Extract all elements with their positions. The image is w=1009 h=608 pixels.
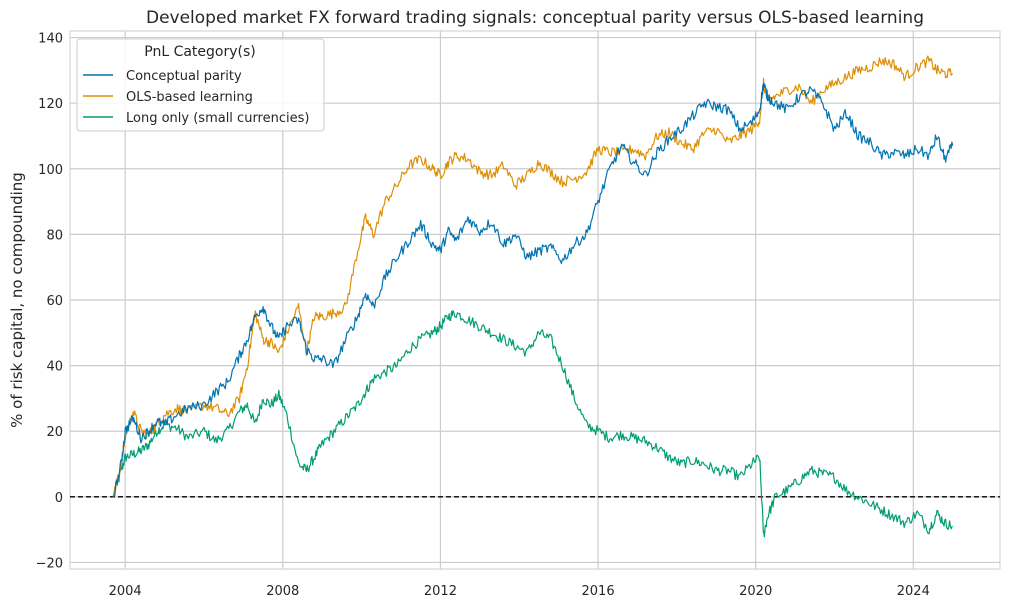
x-tick-label: 2004: [109, 584, 142, 599]
x-tick-label: 2008: [266, 584, 299, 599]
chart-title: Developed market FX forward trading sign…: [146, 8, 924, 28]
legend-items: Conceptual parity OLS-based learning Long …: [83, 69, 309, 126]
y-tick-label: 20: [46, 425, 63, 440]
legend-label: Conceptual parity: [126, 69, 242, 84]
y-tick-label: 100: [38, 163, 63, 178]
legend-title: PnL Category(s): [144, 44, 256, 60]
x-tick-label: 2020: [739, 584, 772, 599]
series-line-long-only-small-currencies: [112, 310, 953, 538]
y-tick-label: 80: [46, 228, 63, 243]
x-tick-label: 2016: [582, 584, 615, 599]
y-tick-label: 60: [46, 294, 63, 309]
y-tick-labels: −20 0 20 40 60 80 100 120 140: [36, 32, 63, 572]
y-tick-label: 140: [38, 32, 63, 47]
y-tick-label: −20: [36, 556, 63, 571]
legend-box: [76, 38, 325, 132]
legend-item: Long only (small currencies): [83, 111, 309, 126]
y-tick-label: 120: [38, 97, 63, 112]
legend-item: Conceptual parity: [83, 69, 242, 84]
legend-label: OLS-based learning: [126, 90, 253, 105]
series-line-conceptual-parity: [112, 82, 954, 498]
y-tick-label: 0: [55, 491, 63, 506]
legend-item: OLS-based learning: [83, 90, 253, 105]
legend-label: Long only (small currencies): [126, 111, 309, 126]
x-tick-labels: 2004 2008 2012 2016 2020 2024: [109, 584, 930, 599]
legend: PnL Category(s) Conceptual parity OLS-bas…: [76, 38, 325, 132]
y-axis-label: % of risk capital, no compounding: [8, 172, 26, 428]
series-lines: [112, 55, 954, 538]
x-tick-label: 2024: [897, 584, 930, 599]
y-tick-label: 40: [46, 360, 63, 375]
x-tick-label: 2012: [424, 584, 457, 599]
